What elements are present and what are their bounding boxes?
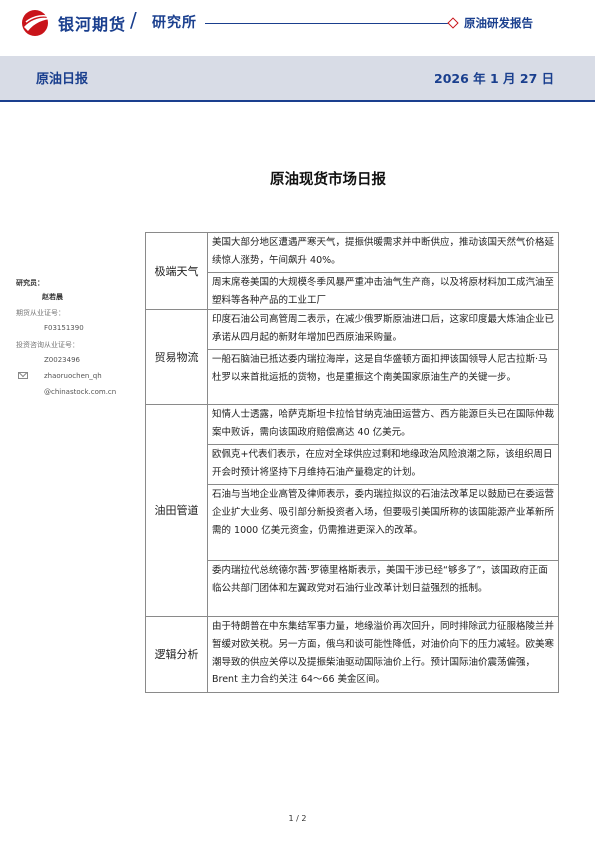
page-header: 银河期货 / 研究所 原油研发报告	[0, 0, 595, 48]
galaxy-logo-icon	[22, 10, 52, 36]
table-cell: 周末席卷美国的大规模冬季风暴严重冲击油气生产商，以及将原材料加工成汽油至塑料等各…	[207, 272, 559, 309]
category-trade-logistics: 贸易物流	[145, 309, 207, 404]
analyst-role-label: 研究员：	[16, 279, 44, 287]
table-cell: 由于特朗普在中东集结军事力量，地缘溢价再次回升，同时排除武力征服格陵兰并暂缓对欧…	[207, 616, 559, 692]
report-date: 2026 年 1 月 27 日	[434, 71, 555, 86]
table-rule	[207, 349, 559, 350]
brand-name: 银河期货	[58, 15, 127, 34]
report-title: 原油日报	[36, 72, 89, 87]
table-rule	[207, 444, 559, 445]
title-band	[0, 56, 595, 100]
license-number: F03151390	[44, 324, 84, 332]
table-cell: 委内瑞拉代总统德尔茜·罗德里格斯表示，美国干涉已经“够多了”，该国政府正面临公共…	[207, 560, 559, 616]
title-band-rule	[0, 100, 595, 102]
table-rule	[207, 484, 559, 485]
email-user[interactable]: zhaoruochen_qh	[44, 372, 102, 380]
table-cell: 印度石油公司高管周二表示，在减少俄罗斯原油进口后，这家印度最大炼油企业已承诺从四…	[207, 309, 559, 349]
table-rule	[207, 560, 559, 561]
category-oilfield-pipeline: 油田管道	[145, 404, 207, 616]
table-rule	[145, 692, 559, 693]
category-logic-analysis: 逻辑分析	[145, 616, 207, 692]
table-cell: 一船石脑油已抵达委内瑞拉海岸，这是自华盛顿方面扣押该国领导人尼古拉斯·马杜罗以来…	[207, 349, 559, 404]
license-label: 期货从业证号：	[16, 309, 65, 317]
table-rule	[145, 232, 559, 233]
advisory-number: Z0023496	[44, 356, 80, 364]
diamond-icon	[447, 17, 459, 29]
advisory-label: 投资咨询从业证号：	[16, 341, 79, 349]
brand-divider: /	[130, 8, 137, 32]
table-cell: 美国大部分地区遭遇严寒天气，提振供暖需求并中断供应，推动该国天然气价格延续惊人涨…	[207, 232, 559, 272]
report-type: 原油研发报告	[464, 16, 533, 30]
table-cell: 石油与当地企业高管及律师表示，委内瑞拉拟议的石油法改革足以鼓励已在委运营企业扩大…	[207, 484, 559, 560]
table-rule	[145, 404, 559, 405]
table-rule	[207, 272, 559, 273]
table-rule	[145, 616, 559, 617]
institute-name: 研究所	[152, 15, 197, 31]
header-rule	[205, 23, 451, 24]
mail-icon	[18, 372, 28, 379]
category-extreme-weather: 极端天气	[145, 232, 207, 309]
page-number: 1 / 2	[288, 814, 307, 823]
table-rule	[145, 309, 559, 310]
document-title: 原油现货市场日报	[270, 172, 386, 188]
email-domain[interactable]: @chinastock.com.cn	[44, 388, 117, 396]
analyst-name: 赵若晨	[42, 293, 63, 301]
table-cell: 欧佩克+代表们表示，在应对全球供应过剩和地缘政治风险浪潮之际，该组织周日开会时预…	[207, 444, 559, 484]
table-cell: 知情人士透露，哈萨克斯坦卡拉恰甘纳克油田运营方、西方能源巨头已在国际仲裁案中败诉…	[207, 404, 559, 444]
